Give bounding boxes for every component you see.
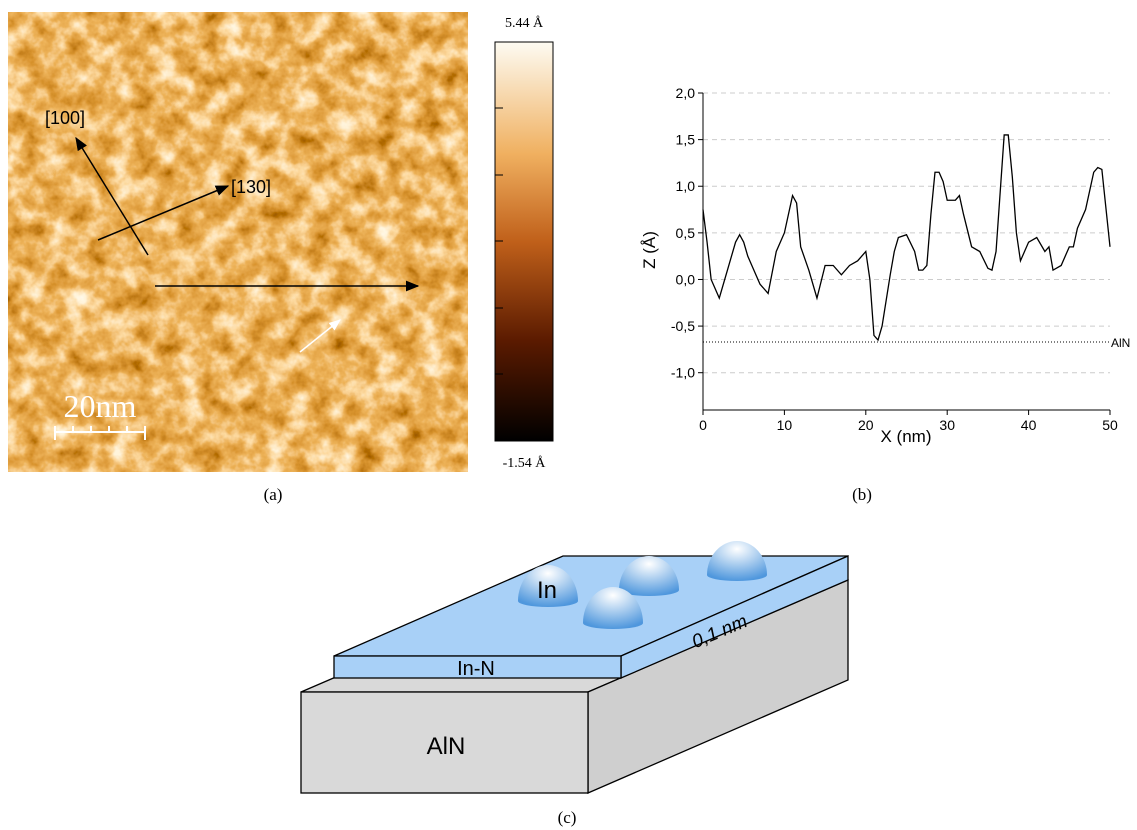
dot — [518, 565, 578, 607]
panel-b: (b) X (nm) Z (Å) -1,0 -0,5 0,0 0,5 1,0 1,5 2,0… — [640, 85, 1130, 504]
arrow — [75, 136, 149, 256]
dot-label: In — [537, 577, 557, 604]
colorbar — [494, 41, 554, 442]
y-tick-label: 1,0 — [676, 178, 696, 194]
colorbar-min: -1.54 Å — [503, 455, 547, 471]
x-tick-label: 0 — [699, 417, 707, 433]
y-tick-label: 0,0 — [676, 271, 696, 287]
substrate-front — [300, 691, 589, 794]
x-tick-label: 20 — [858, 417, 874, 433]
x-tick-label: 40 — [1021, 417, 1037, 433]
arrow — [97, 185, 230, 241]
axes — [702, 93, 1110, 411]
y-tick-label: -0,5 — [671, 318, 695, 334]
dot — [619, 556, 679, 596]
caption: (c) — [558, 808, 577, 827]
y-tick-label: -1,0 — [671, 365, 695, 381]
colorbar-ticks — [495, 107, 503, 375]
x-tick-label: 10 — [777, 417, 793, 433]
dot — [707, 541, 767, 581]
caption: (a) — [264, 485, 283, 504]
dot — [583, 587, 643, 629]
reference-label: AlN — [1111, 336, 1130, 350]
colorbar-max: 5.44 Å — [505, 15, 544, 31]
y-tick-label: 0,5 — [676, 225, 696, 241]
x-axis-label: X (nm) — [881, 427, 932, 446]
scale-bar — [54, 426, 146, 440]
y-tick-label: 1,5 — [676, 132, 696, 148]
substrate-label: AlN — [427, 733, 466, 760]
direction-label: [100] — [45, 108, 85, 128]
arrow — [299, 319, 341, 353]
caption: (b) — [852, 485, 872, 504]
profile-line — [702, 134, 1111, 342]
y-axis-label: Z (Å) — [640, 231, 659, 269]
x-tick-label: 30 — [939, 417, 955, 433]
x-tick-label: 50 — [1102, 417, 1118, 433]
layer-front — [333, 655, 622, 679]
stm-image — [8, 12, 468, 472]
panel-c: In In-N 0,1 nm AlN (c) — [300, 541, 849, 827]
y-tick-label: 2,0 — [676, 85, 696, 101]
layer-label: In-N — [457, 658, 495, 680]
direction-label: [130] — [231, 177, 271, 197]
panel-a: [100] [130] 20nm 5.44 Å -1.54 Å (a) — [8, 12, 554, 504]
scale-label: 20nm — [64, 388, 137, 424]
